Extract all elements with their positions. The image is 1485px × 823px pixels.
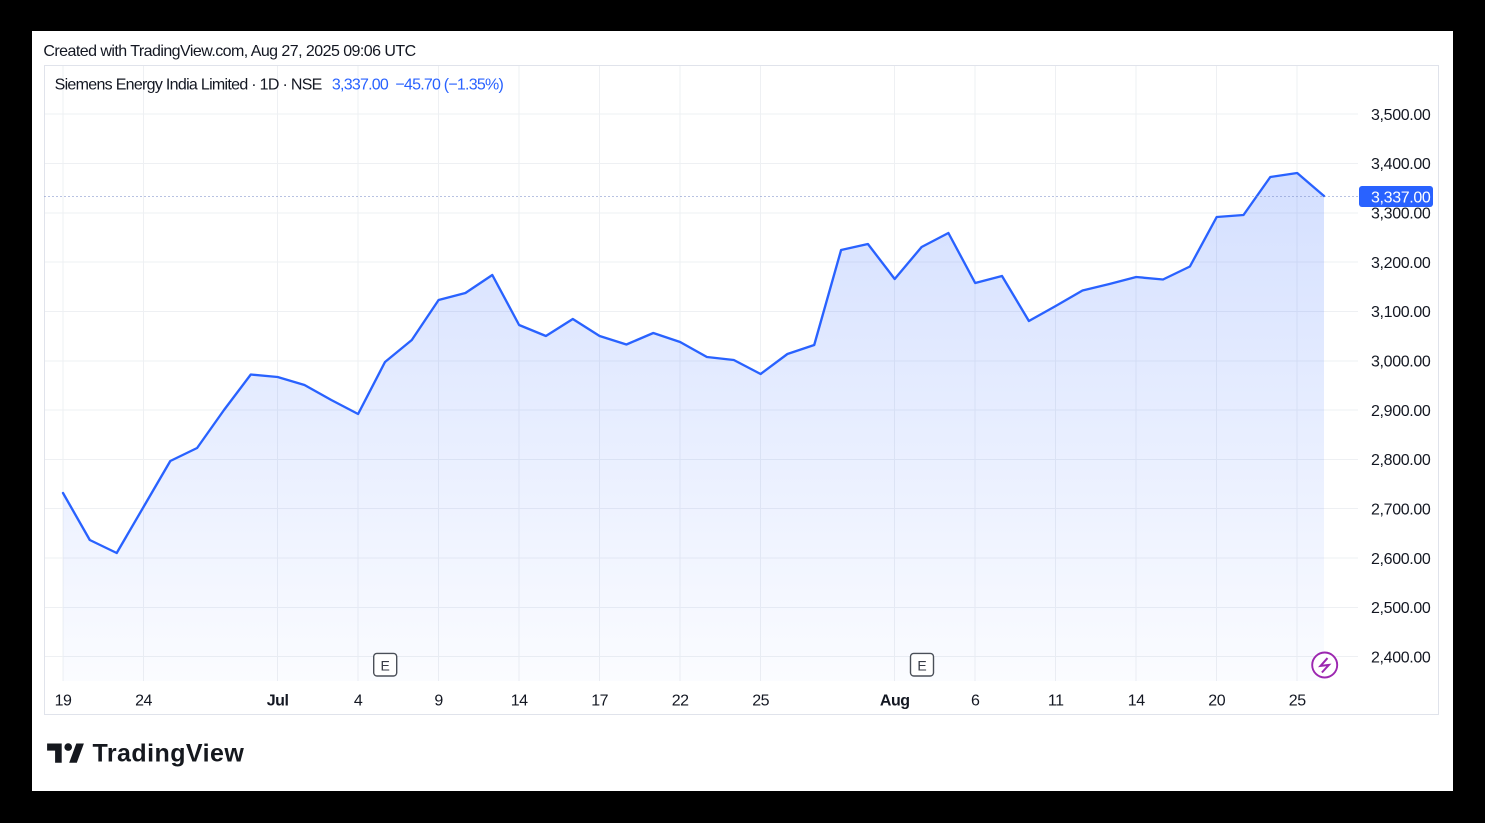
svg-text:3,000.00: 3,000.00 [1371,354,1431,371]
svg-text:3,337.00 −45.70 (−1.35%): 3,337.00 −45.70 (−1.35%) [332,77,504,94]
svg-text:E: E [381,658,390,674]
svg-text:25: 25 [1289,693,1306,710]
svg-text:6: 6 [971,693,980,710]
svg-text:3,200.00: 3,200.00 [1371,255,1431,272]
svg-text:Siemens Energy India Limited ·: Siemens Energy India Limited · 1D · NSE [55,77,322,94]
svg-text:2,400.00: 2,400.00 [1371,650,1431,667]
svg-text:2,500.00: 2,500.00 [1371,600,1431,617]
svg-text:2,600.00: 2,600.00 [1371,551,1431,568]
svg-text:11: 11 [1048,693,1064,710]
svg-text:19: 19 [55,693,72,710]
svg-text:E: E [917,658,926,674]
svg-text:14: 14 [511,693,528,710]
svg-text:2,900.00: 2,900.00 [1371,403,1431,420]
svg-text:2,700.00: 2,700.00 [1371,502,1431,519]
svg-text:Aug: Aug [880,693,910,710]
svg-text:24: 24 [135,693,152,710]
svg-text:2,800.00: 2,800.00 [1371,452,1431,469]
svg-text:TradingView: TradingView [93,739,245,767]
svg-text:17: 17 [591,693,608,710]
svg-text:22: 22 [672,693,689,710]
svg-text:3,500.00: 3,500.00 [1371,107,1431,124]
svg-text:3,100.00: 3,100.00 [1371,304,1431,321]
svg-text:4: 4 [354,693,363,710]
svg-text:20: 20 [1208,693,1225,710]
svg-text:Created with TradingView.com,: Created with TradingView.com, Aug 27, 20… [43,43,415,60]
svg-text:9: 9 [434,693,443,710]
svg-text:Jul: Jul [267,693,289,710]
svg-text:25: 25 [752,693,769,710]
svg-text:14: 14 [1128,693,1145,710]
svg-text:3,400.00: 3,400.00 [1371,156,1431,173]
svg-text:3,337.00: 3,337.00 [1371,190,1431,207]
svg-text:3,300.00: 3,300.00 [1371,206,1431,223]
